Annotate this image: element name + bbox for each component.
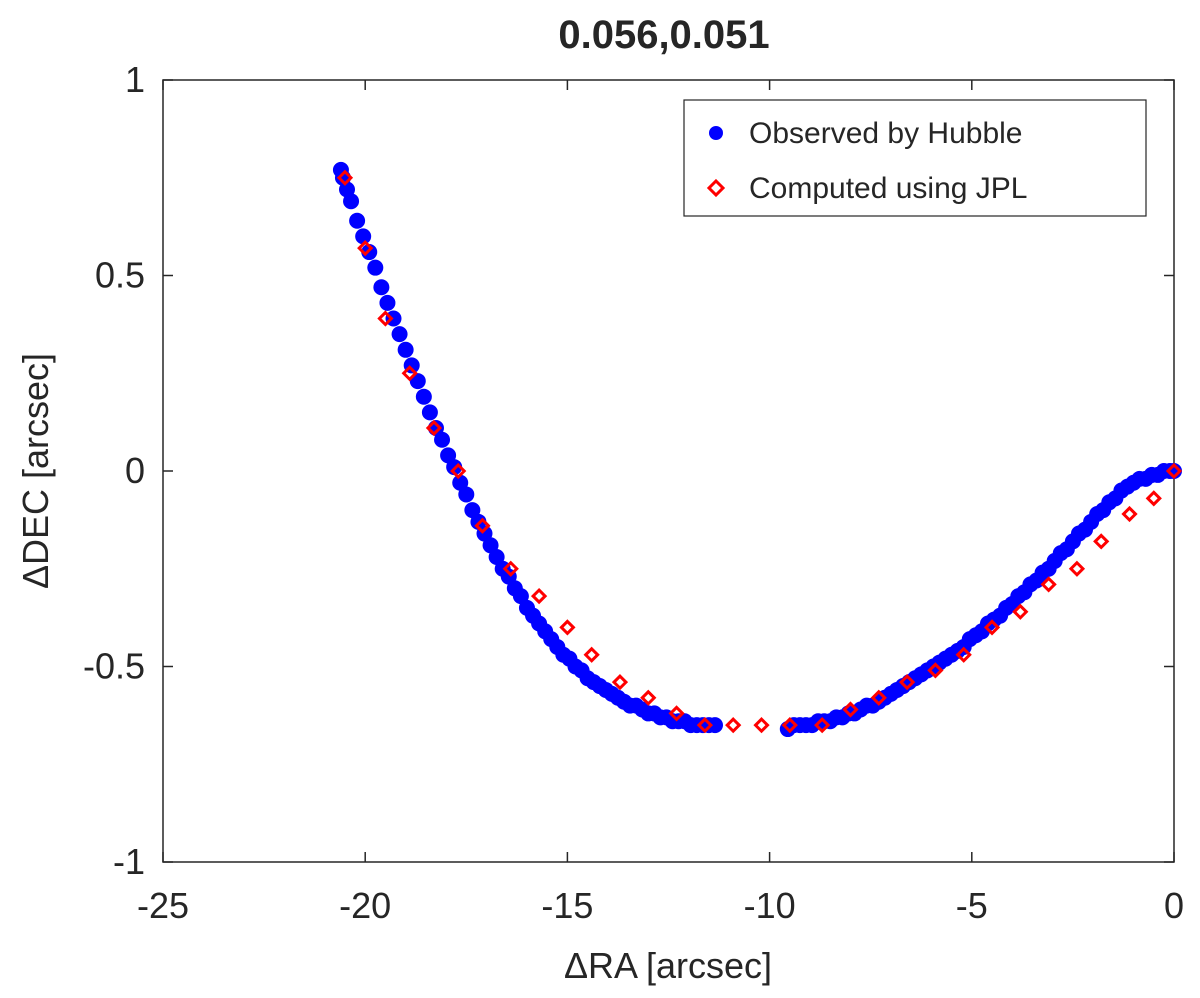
legend-marker-computed — [706, 178, 726, 198]
observed-point — [434, 431, 451, 448]
observed-point — [512, 588, 529, 605]
observed-point — [355, 228, 372, 245]
observed-point — [452, 474, 469, 491]
computed-point — [1121, 505, 1138, 523]
observed-point — [391, 326, 408, 343]
computed-point — [842, 701, 859, 718]
observed-point — [367, 259, 384, 276]
computed-point — [1165, 462, 1183, 480]
computed-point — [927, 662, 944, 679]
computed-point — [870, 689, 887, 706]
y-tick-label: 0.5 — [95, 255, 145, 296]
computed-point — [401, 365, 418, 382]
observed-point — [440, 447, 457, 464]
y-tick-label: 1 — [125, 59, 145, 100]
observed-point — [464, 502, 481, 519]
computed-point — [696, 717, 714, 734]
computed-point — [1040, 576, 1057, 593]
computed-point — [357, 240, 374, 257]
series-computed-using-jpl — [336, 169, 1183, 734]
legend-label-observed: Observed by Hubble — [749, 117, 1023, 150]
legend-marker-observed — [709, 126, 723, 140]
computed-point — [640, 689, 657, 706]
legend-box — [683, 99, 1147, 217]
observed-point — [349, 212, 366, 229]
x-tick-label: -15 — [541, 885, 593, 926]
computed-point — [898, 674, 916, 691]
computed-point — [611, 674, 629, 691]
x-axis-label: ΔRA [arcsec] — [564, 945, 772, 986]
computed-point — [425, 419, 443, 437]
observed-point — [379, 294, 396, 311]
computed-point — [502, 560, 519, 577]
observed-point — [415, 388, 432, 405]
observed-point — [488, 549, 505, 566]
observed-point — [397, 341, 414, 358]
computed-point — [530, 587, 548, 605]
observed-point — [373, 279, 390, 296]
observed-point — [482, 537, 499, 554]
computed-point — [983, 619, 1001, 636]
computed-point — [377, 310, 394, 327]
computed-point — [474, 517, 491, 534]
chart-title: 0.056,0.051 — [558, 13, 769, 57]
y-tick-label: 0 — [125, 450, 145, 491]
y-axis-label: ΔDEC [arcsec] — [15, 353, 56, 589]
observed-point — [458, 486, 475, 503]
x-tick-label: -20 — [339, 885, 391, 926]
observed-point — [421, 404, 438, 421]
computed-point — [583, 646, 600, 663]
computed-point — [668, 705, 685, 722]
computed-point — [336, 169, 354, 186]
legend: Observed by Hubble Computed using JPL — [683, 99, 1147, 217]
x-tick-label: -25 — [137, 885, 189, 926]
y-axis-ticks: 1 0.5 0 -0.5 -1 — [83, 59, 1174, 882]
computed-point — [1012, 603, 1029, 620]
y-tick-label: -1 — [113, 841, 145, 882]
x-tick-label: 0 — [1164, 885, 1184, 926]
observed-point — [707, 717, 724, 734]
observed-point — [343, 193, 360, 210]
y-tick-label: -0.5 — [83, 646, 145, 687]
computed-point — [955, 646, 972, 663]
computed-point — [559, 619, 576, 636]
x-axis-ticks: -25 -20 -15 -10 -5 0 — [137, 80, 1184, 926]
computed-point — [1145, 490, 1162, 507]
computed-point — [781, 717, 798, 734]
x-tick-label: -10 — [744, 885, 796, 926]
computed-point — [1068, 560, 1086, 577]
computed-point — [725, 717, 742, 734]
computed-point — [753, 717, 770, 734]
computed-point — [450, 462, 467, 480]
x-tick-label: -5 — [956, 885, 988, 926]
computed-point — [1093, 533, 1110, 550]
computed-point — [814, 717, 831, 734]
legend-label-computed: Computed using JPL — [749, 172, 1028, 205]
